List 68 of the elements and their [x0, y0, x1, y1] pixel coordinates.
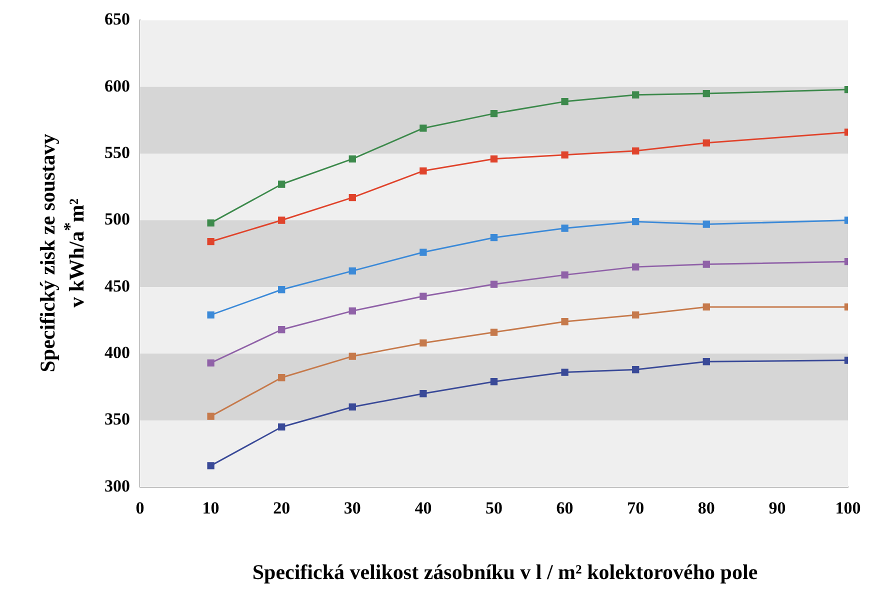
- y-tick-label: 400: [104, 343, 130, 362]
- point: [561, 368, 568, 376]
- point: [207, 412, 214, 420]
- point: [420, 390, 427, 398]
- point: [207, 462, 214, 470]
- point: [278, 326, 286, 334]
- point: [278, 423, 286, 431]
- y-tick-label: 600: [104, 76, 130, 96]
- point: [702, 358, 710, 366]
- x-tick-label: 80: [698, 498, 715, 518]
- x-tick-label: 70: [627, 498, 644, 518]
- point: [702, 139, 710, 146]
- x-tick-label: 0: [136, 498, 144, 518]
- x-tick-label: 20: [273, 498, 290, 518]
- point: [348, 307, 356, 315]
- point: [702, 303, 710, 311]
- point: [702, 220, 710, 228]
- point: [632, 218, 640, 226]
- point: [420, 339, 427, 347]
- point: [348, 194, 356, 202]
- x-axis-title: Specifická velikost zásobníku v l / m² kolektorového pole: [252, 560, 758, 585]
- point: [278, 374, 286, 382]
- x-tick-label: 50: [486, 498, 502, 518]
- point: [420, 248, 427, 256]
- y-tick-label: 450: [104, 276, 130, 296]
- x-tick-label: 10: [202, 498, 220, 518]
- point: [278, 180, 286, 188]
- point: [490, 280, 498, 288]
- point: [420, 124, 427, 132]
- y-tick-label: 550: [104, 142, 130, 162]
- point: [561, 224, 568, 232]
- x-tick-label: 90: [768, 498, 786, 518]
- point: [561, 151, 568, 158]
- y-tick-label: 500: [104, 210, 130, 229]
- y-tick-label: 650: [104, 10, 130, 29]
- point: [207, 238, 214, 246]
- point: [632, 263, 640, 271]
- point: [632, 91, 640, 98]
- point: [420, 292, 427, 300]
- point: [632, 147, 640, 154]
- point: [561, 98, 568, 106]
- point: [490, 155, 498, 162]
- point: [490, 110, 498, 118]
- point: [207, 219, 214, 227]
- point: [278, 286, 286, 294]
- x-tick-label: 40: [414, 498, 432, 518]
- y-tick-label: 350: [104, 410, 130, 429]
- point: [420, 167, 427, 174]
- x-tick-label: 100: [835, 498, 861, 518]
- point: [702, 260, 710, 268]
- point: [348, 352, 356, 360]
- y-tick-label: 300: [104, 476, 130, 496]
- point: [561, 271, 568, 279]
- point: [561, 318, 568, 326]
- x-tick-label: 30: [344, 498, 361, 518]
- point: [490, 328, 498, 336]
- point: [207, 311, 214, 319]
- point: [207, 359, 214, 367]
- point: [632, 311, 640, 319]
- point: [490, 234, 498, 242]
- point: [348, 403, 356, 411]
- point: [490, 378, 498, 386]
- point: [348, 267, 356, 275]
- point: [632, 366, 640, 374]
- point: [702, 90, 710, 98]
- point: [348, 155, 356, 162]
- point: [278, 216, 286, 224]
- x-tick-label: 60: [556, 498, 574, 518]
